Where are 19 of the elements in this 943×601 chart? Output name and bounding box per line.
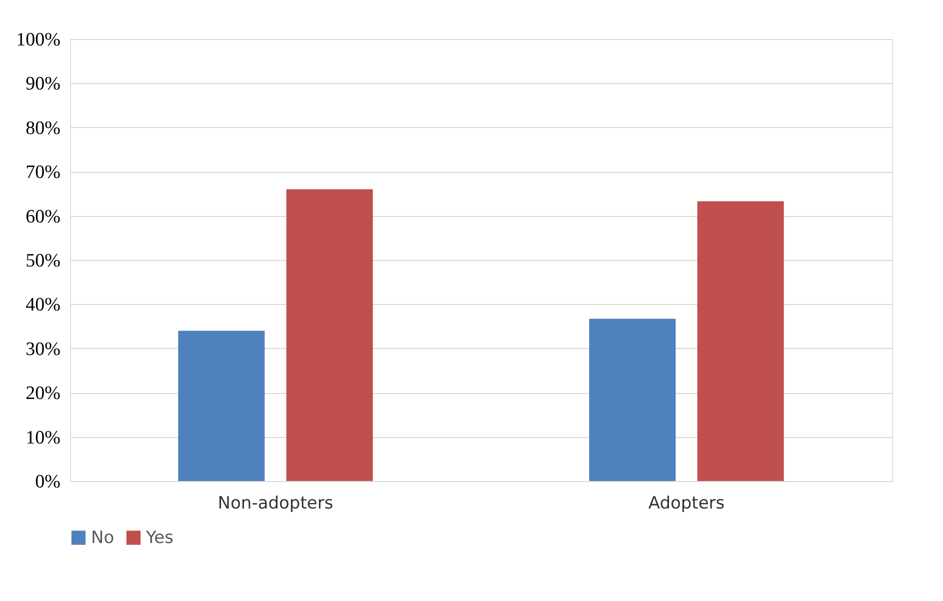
bar xyxy=(697,201,784,481)
y-tick-label: 20% xyxy=(26,383,61,404)
y-tick-label: 0% xyxy=(35,472,61,492)
legend-label: No xyxy=(91,528,114,548)
y-tick-label: 30% xyxy=(26,338,61,360)
y-tick-label: 50% xyxy=(26,250,61,272)
bar xyxy=(178,330,265,481)
bar xyxy=(589,318,676,481)
legend-label: Yes xyxy=(145,528,174,548)
y-tick-label: 60% xyxy=(26,206,61,228)
x-tick-label: Adopters xyxy=(648,494,725,514)
y-tick-label: 40% xyxy=(26,294,61,316)
x-tick-label: Non-adopters xyxy=(218,494,334,514)
y-tick-label: 90% xyxy=(26,74,61,95)
y-tick-label: 10% xyxy=(26,427,61,448)
y-tick-label: 80% xyxy=(26,118,61,139)
bar xyxy=(286,189,373,481)
y-tick-label: 70% xyxy=(26,162,61,184)
y-tick-label: 100% xyxy=(16,30,61,50)
